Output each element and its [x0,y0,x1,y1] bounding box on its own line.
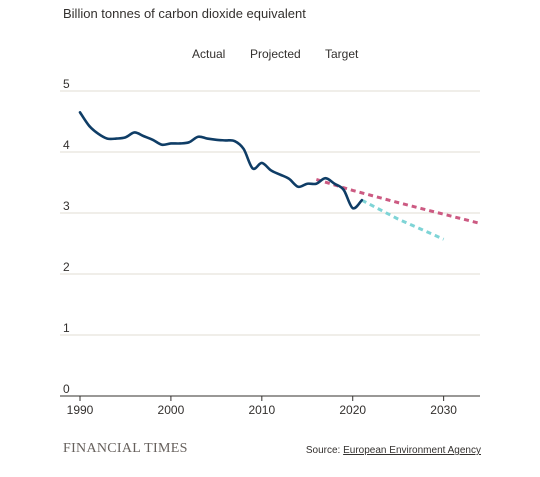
series-line-target [315,178,481,225]
gridlines [60,90,480,336]
x-tick-label-2000: 2000 [158,403,185,417]
series-lines [78,111,481,241]
series-line-actual [78,111,364,210]
y-tick-label-0: 0 [63,382,70,396]
source-link[interactable]: European Environment Agency [343,445,481,456]
legend-item-target: Target [325,47,359,61]
y-tick-label-4: 4 [63,138,70,152]
x-tick-label-2010: 2010 [248,403,275,417]
y-tick-label-1: 1 [63,321,70,335]
legend-item-actual: Actual [192,47,226,61]
y-axis-tick-labels: 0 1 2 3 4 5 [63,77,70,396]
series-line-projected [361,198,445,241]
x-axis: 1990 2000 2010 2020 2030 [60,395,480,417]
chart-subtitle: Billion tonnes of carbon dioxide equival… [63,6,306,21]
chart-legend: Actual Projected Target [0,47,540,63]
y-tick-label-3: 3 [63,199,70,213]
y-tick-label-2: 2 [63,260,70,274]
source-prefix: Source: [305,445,344,456]
y-tick-label-5: 5 [63,77,70,91]
x-tick-label-1990: 1990 [67,403,94,417]
source-note: Source: European Environment Agency [306,445,481,456]
x-tick-label-2020: 2020 [339,403,366,417]
legend-item-projected: Projected [250,47,301,61]
publisher-brand: FINANCIAL TIMES [63,441,188,456]
x-tick-label-2030: 2030 [430,403,457,417]
